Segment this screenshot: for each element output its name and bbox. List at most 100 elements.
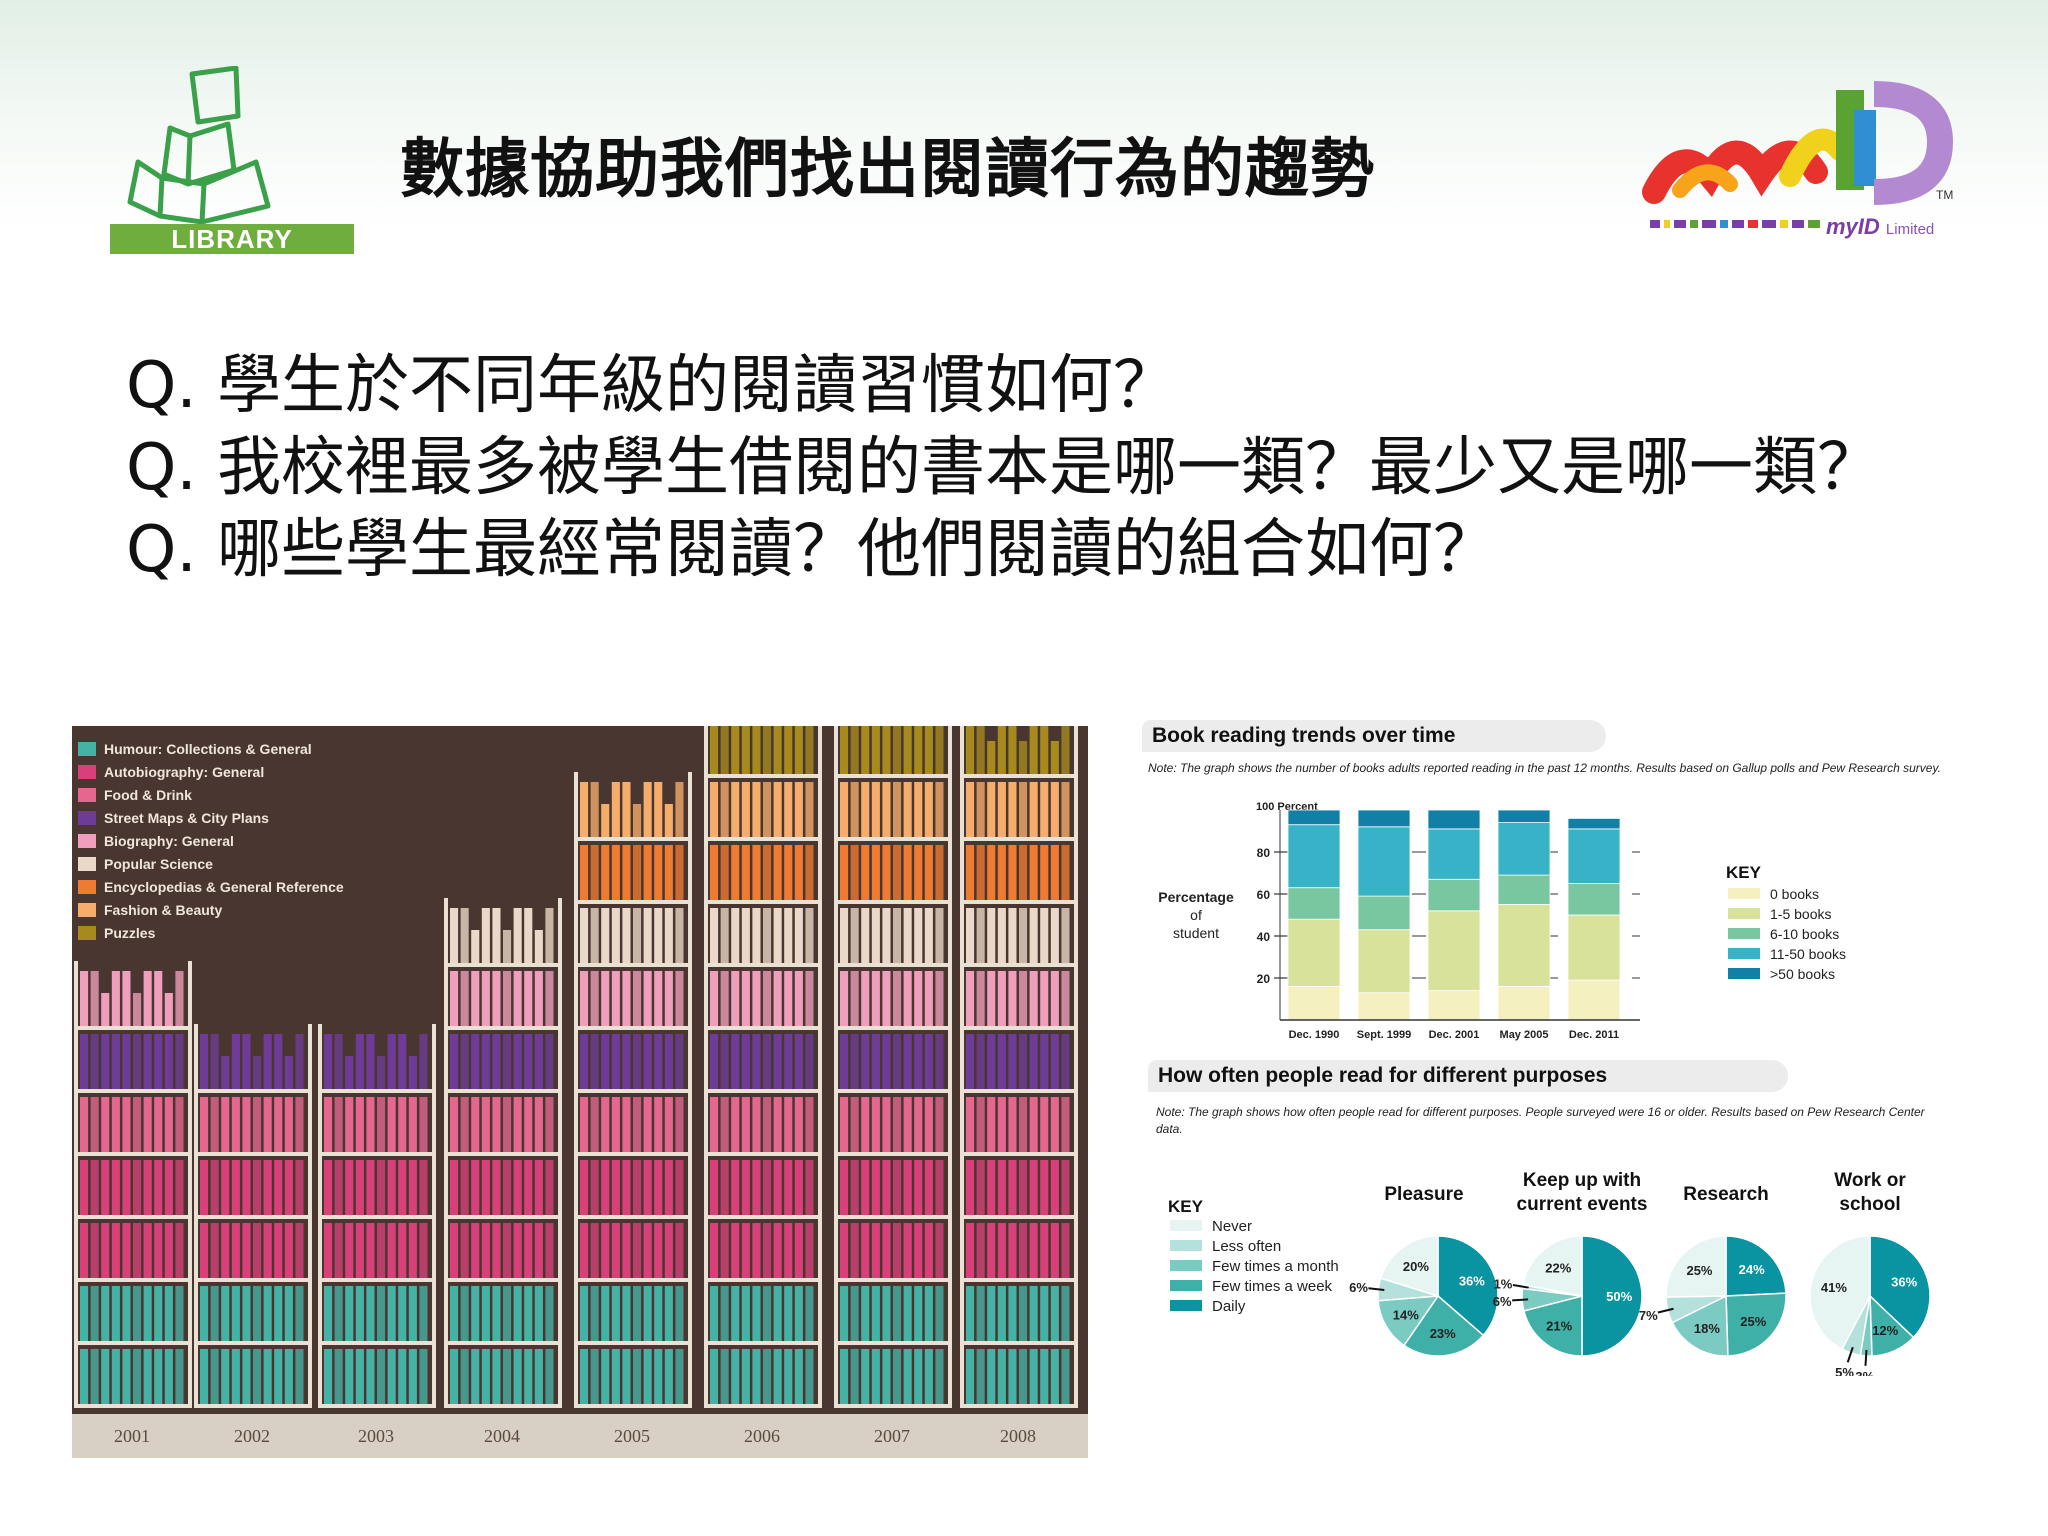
book (850, 1223, 859, 1278)
pie-slice (1402, 1294, 1485, 1357)
book (976, 1160, 985, 1215)
book (805, 845, 814, 900)
book (805, 971, 814, 1026)
book (580, 1223, 589, 1278)
key-label: 11-50 books (1770, 946, 1846, 962)
book (263, 1286, 272, 1341)
pie-title: Research (1683, 1184, 1769, 1205)
book (242, 1160, 251, 1215)
book (861, 1349, 870, 1404)
bar-segment (1287, 824, 1341, 889)
key-swatch (1728, 928, 1760, 939)
book (481, 1286, 490, 1341)
book (784, 726, 793, 774)
book (840, 908, 849, 963)
book (524, 1349, 533, 1404)
shelf-board (962, 1278, 1074, 1282)
book (805, 1097, 814, 1152)
bar-segment (1287, 809, 1341, 826)
book (664, 1286, 673, 1341)
pie-leader-line (1864, 1349, 1868, 1366)
book (773, 908, 782, 963)
shelf-board (446, 963, 558, 967)
book (633, 1286, 642, 1341)
book (976, 1097, 985, 1152)
book (111, 1286, 120, 1341)
book (513, 908, 522, 963)
book (987, 741, 996, 774)
book (935, 1097, 944, 1152)
book (1019, 1160, 1028, 1215)
book (355, 1097, 364, 1152)
book (622, 1160, 631, 1215)
book (805, 1286, 814, 1341)
book (143, 971, 152, 1026)
book (590, 1223, 599, 1278)
book (460, 1160, 469, 1215)
book (398, 1349, 407, 1404)
book (90, 1223, 99, 1278)
book (122, 1223, 131, 1278)
book (914, 1286, 923, 1341)
book (710, 1160, 719, 1215)
book (295, 1223, 304, 1278)
book (334, 1349, 343, 1404)
book (794, 782, 803, 837)
book (1029, 1223, 1038, 1278)
book (1008, 1160, 1017, 1215)
book (664, 804, 673, 837)
book (513, 1160, 522, 1215)
book (914, 1160, 923, 1215)
pie-leader-line (1846, 1346, 1854, 1363)
book (90, 1097, 99, 1152)
book (221, 1223, 230, 1278)
book (633, 908, 642, 963)
book (966, 1349, 975, 1404)
book (503, 1223, 512, 1278)
book (966, 726, 975, 774)
book (935, 782, 944, 837)
book (210, 1097, 219, 1152)
book (850, 845, 859, 900)
book (481, 1223, 490, 1278)
book (524, 1097, 533, 1152)
book (882, 1286, 891, 1341)
myid-wordmark: myID Limited (1826, 214, 1934, 240)
book (720, 726, 729, 774)
book (794, 1160, 803, 1215)
book (450, 1223, 459, 1278)
shelf-board (576, 1026, 688, 1030)
book (893, 1349, 902, 1404)
pie-slice (1869, 1235, 1931, 1339)
book (154, 1349, 163, 1404)
y-tick-label: 40 (1257, 930, 1271, 944)
book (1019, 1286, 1028, 1341)
book (274, 1349, 283, 1404)
book (111, 971, 120, 1026)
book (366, 1349, 375, 1404)
pie-slice (1377, 1295, 1440, 1347)
book (654, 1223, 663, 1278)
pie-value-label: 25% (1740, 1314, 1766, 1329)
book (664, 971, 673, 1026)
book (471, 930, 480, 963)
book (419, 1097, 428, 1152)
book (398, 1160, 407, 1215)
book (133, 1160, 142, 1215)
book (654, 1097, 663, 1152)
book (1061, 1160, 1070, 1215)
book (355, 1286, 364, 1341)
book (355, 1349, 364, 1404)
book (882, 1034, 891, 1089)
book (935, 1160, 944, 1215)
book (377, 1056, 386, 1089)
pie-value-label: 20% (1403, 1259, 1429, 1274)
book (471, 1034, 480, 1089)
shelf-side (194, 1024, 198, 1408)
book (861, 908, 870, 963)
book (987, 971, 996, 1026)
book (893, 908, 902, 963)
pie-key-title: KEY (1168, 1197, 1204, 1216)
book (143, 1349, 152, 1404)
book (611, 971, 620, 1026)
